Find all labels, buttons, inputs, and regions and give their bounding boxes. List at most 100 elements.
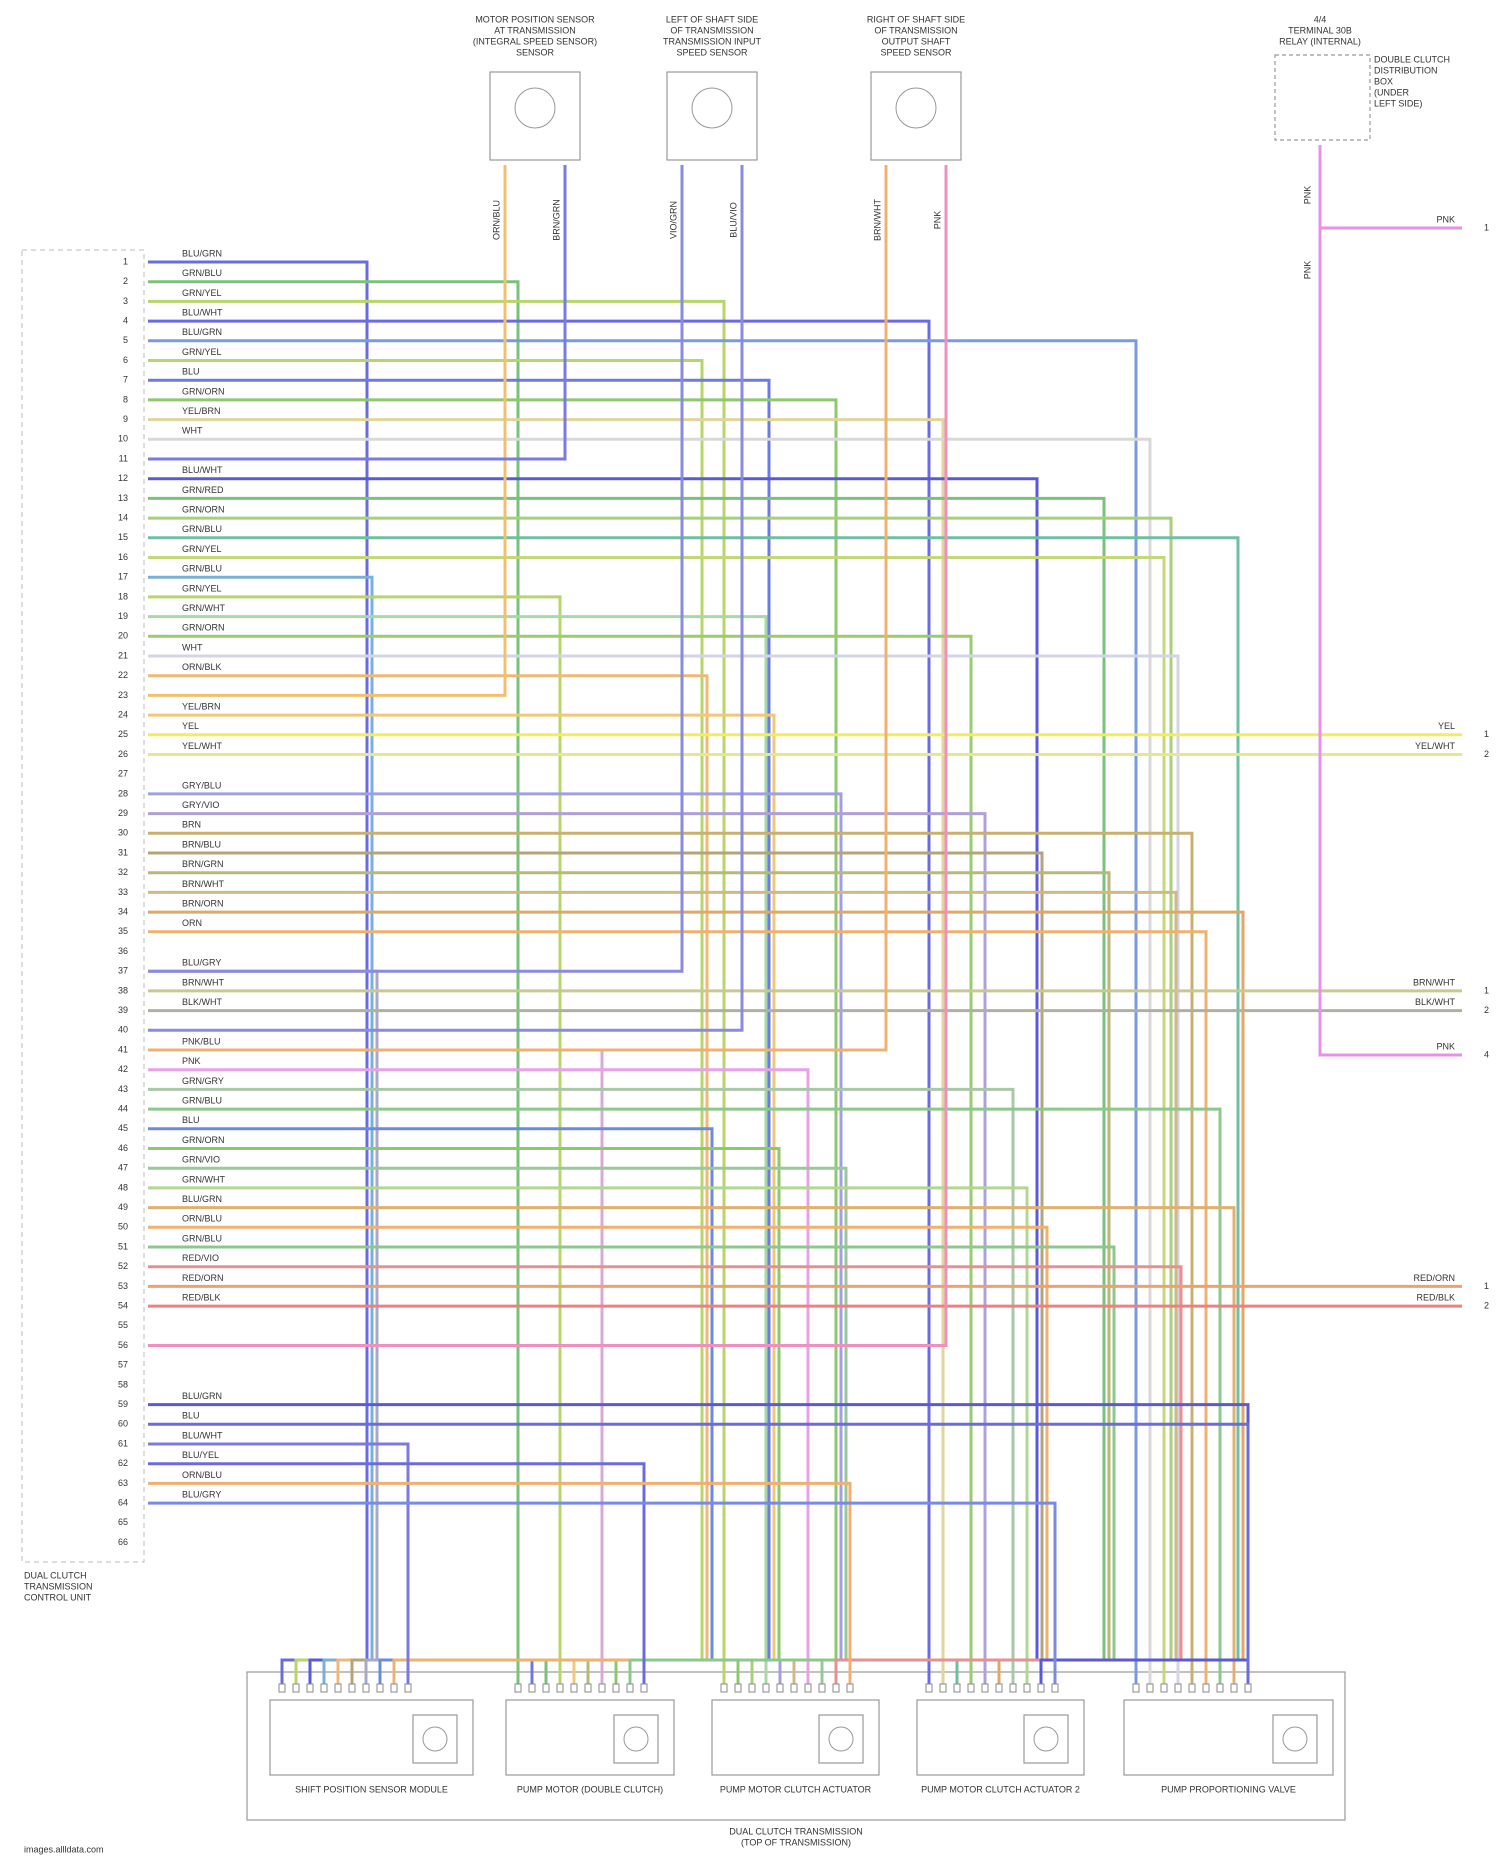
component-label: OUTPUT SHAFT [882, 36, 951, 46]
wire-color-label: BLU/GRN [182, 1194, 222, 1204]
sensor-box [870, 71, 962, 161]
pin-number: 61 [118, 1438, 128, 1448]
pin-number: 44 [118, 1103, 128, 1113]
pin-terminal [925, 1683, 933, 1693]
pin-number: 4 [123, 315, 128, 325]
module-icon [412, 1714, 458, 1764]
wire-color-label: RED/BLK [182, 1292, 221, 1302]
wire-color-label: RED/VIO [182, 1253, 219, 1263]
pin-number: 59 [118, 1399, 128, 1409]
wire-color-label: GRN/BLU [182, 268, 222, 278]
pin-number: 32 [118, 867, 128, 877]
pin-number: 46 [118, 1143, 128, 1153]
wire-color-label: BRN/WHT [182, 879, 224, 889]
module-icon-circle [828, 1726, 854, 1752]
wire-color-label: GRN/BLU [182, 1233, 222, 1243]
pin-terminal [320, 1683, 328, 1693]
wire-color-label: GRN/BLU [182, 524, 222, 534]
pin-number: 29 [118, 808, 128, 818]
pin-terminal [1023, 1683, 1031, 1693]
right-wire-label: RED/BLK [1416, 1292, 1455, 1302]
pin-terminal [528, 1683, 536, 1693]
pin-number: 36 [118, 946, 128, 956]
pin-number: 24 [118, 709, 128, 719]
wire-color-label: PNK [182, 1056, 201, 1066]
right-pin-number: 1 [1484, 222, 1489, 232]
wire-color-label: GRN/YEL [182, 583, 222, 593]
pin-number: 50 [118, 1222, 128, 1232]
wire [148, 1501, 1057, 1688]
sensor-pin-label: BRN/GRN [551, 199, 561, 241]
right-wire-label: PNK [1436, 1041, 1455, 1051]
component-label: LEFT OF SHAFT SIDE [666, 14, 758, 24]
pin-number: 23 [118, 690, 128, 700]
module-icon [613, 1714, 659, 1764]
component-label: OF TRANSMISSION [670, 25, 753, 35]
sensor-pin-label: PNK [932, 211, 942, 230]
wire-color-label: ORN/BLU [182, 1214, 222, 1224]
pin-number: 3 [123, 296, 128, 306]
pin-number: 55 [118, 1320, 128, 1330]
footer-label: (TOP OF TRANSMISSION) [741, 1837, 851, 1847]
wire [148, 339, 1138, 1688]
control-unit-label: TRANSMISSION [24, 1581, 93, 1591]
pin-terminal [640, 1683, 648, 1693]
pin-number: 57 [118, 1360, 128, 1370]
wire-color-label: BLU/GRN [182, 327, 222, 337]
pin-number: 9 [123, 414, 128, 424]
component-label: (INTEGRAL SPEED SENSOR) [473, 36, 597, 46]
right-wire-label: YEL [1438, 721, 1455, 731]
pin-terminal [376, 1683, 384, 1693]
sensor-wire [148, 165, 888, 1052]
wire-color-label: GRN/YEL [182, 347, 222, 357]
pin-number: 43 [118, 1084, 128, 1094]
pin-terminal [556, 1683, 564, 1693]
pin-terminal [1037, 1683, 1045, 1693]
component-label: AT TRANSMISSION [494, 25, 576, 35]
wire [148, 359, 704, 1688]
pin-terminal [720, 1683, 728, 1693]
pin-terminal [334, 1683, 342, 1693]
module-icon [1023, 1714, 1069, 1764]
control-unit-label: DUAL CLUTCH [24, 1570, 87, 1580]
pin-terminal [598, 1683, 606, 1693]
module-box [1123, 1699, 1334, 1776]
module-label: PUMP MOTOR (DOUBLE CLUTCH) [517, 1784, 663, 1794]
wire-color-label: GRN/WHT [182, 1174, 225, 1184]
pin-number: 8 [123, 394, 128, 404]
right-wire-label: BRN/WHT [1413, 977, 1455, 987]
pin-terminal [846, 1683, 854, 1693]
wire-color-label: BRN/BLU [182, 839, 221, 849]
pin-number: 13 [118, 493, 128, 503]
pin-number: 15 [118, 532, 128, 542]
right-pin-number: 4 [1484, 1049, 1489, 1059]
wire [148, 398, 838, 1688]
pin-number: 56 [118, 1340, 128, 1350]
pin-number: 53 [118, 1281, 128, 1291]
pin-terminal [967, 1683, 975, 1693]
wire-color-label: PNK/BLU [182, 1036, 221, 1046]
pin-number: 48 [118, 1182, 128, 1192]
relay-note: BOX [1374, 76, 1393, 86]
component-label: SPEED SENSOR [676, 47, 748, 57]
control-unit-label: CONTROL UNIT [24, 1592, 92, 1602]
pin-terminal [981, 1683, 989, 1693]
pin-number: 42 [118, 1064, 128, 1074]
wire [148, 674, 709, 1688]
sensor-box [666, 71, 758, 161]
module-icon [1272, 1714, 1318, 1764]
pin-terminal [790, 1683, 798, 1693]
pin-terminal [1051, 1683, 1059, 1693]
wire-color-label: BRN/WHT [182, 977, 224, 987]
pin-number: 26 [118, 749, 128, 759]
pin-number: 31 [118, 847, 128, 857]
wire [148, 516, 1173, 1688]
pin-number: 22 [118, 670, 128, 680]
module-icon-circle [1282, 1726, 1308, 1752]
sensor-icon [895, 87, 937, 129]
wire [148, 1206, 1236, 1688]
wire [148, 437, 1152, 1688]
pin-number: 65 [118, 1517, 128, 1527]
pin-terminal [818, 1683, 826, 1693]
